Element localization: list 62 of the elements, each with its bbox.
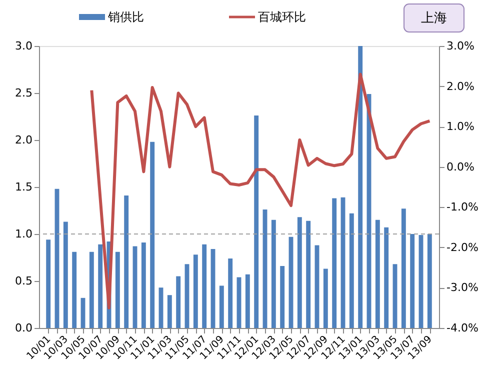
legend-label: 百城环比 bbox=[258, 10, 306, 24]
y-tick-label: 2.5 bbox=[15, 86, 32, 100]
bar bbox=[236, 277, 242, 328]
bar bbox=[254, 116, 259, 328]
bar bbox=[54, 188, 60, 328]
bar bbox=[306, 220, 311, 328]
bar bbox=[158, 288, 164, 328]
bar bbox=[297, 217, 302, 328]
bar bbox=[392, 264, 398, 328]
bar bbox=[150, 142, 155, 328]
text: 上海 bbox=[421, 11, 447, 26]
y-tick-label: 1.5 bbox=[15, 180, 32, 194]
y-tick-label: 2.0 bbox=[15, 134, 32, 146]
bar bbox=[340, 197, 346, 328]
bar bbox=[167, 295, 172, 328]
bar bbox=[401, 208, 406, 328]
bar bbox=[349, 213, 354, 328]
y2-tick-label: 2.0% bbox=[446, 80, 474, 93]
bar bbox=[210, 249, 216, 328]
bar bbox=[115, 252, 120, 328]
bar bbox=[98, 244, 103, 328]
y2-tick-label: 1.0% bbox=[446, 120, 474, 134]
y2-tick-label: -4.0% bbox=[446, 322, 478, 334]
bar bbox=[427, 234, 432, 328]
y2-tick-label: -2.0% bbox=[446, 240, 478, 254]
bar bbox=[184, 264, 190, 328]
bar bbox=[262, 210, 268, 328]
bar bbox=[323, 268, 328, 328]
y-tick-label: 1.0 bbox=[15, 228, 32, 240]
bar bbox=[124, 195, 129, 328]
bar bbox=[271, 220, 276, 328]
bar bbox=[63, 222, 68, 328]
bar bbox=[176, 276, 181, 328]
bar bbox=[384, 227, 389, 328]
bar bbox=[245, 274, 250, 328]
bar bbox=[410, 234, 415, 328]
bar bbox=[418, 234, 424, 328]
bar bbox=[375, 220, 380, 328]
y2-tick-label: 0.0% bbox=[446, 160, 474, 174]
bar bbox=[358, 46, 363, 328]
y-tick-label: 0.5 bbox=[15, 274, 32, 288]
bar bbox=[219, 286, 224, 328]
bar bbox=[314, 245, 320, 328]
bar bbox=[280, 266, 285, 328]
bar bbox=[132, 246, 138, 328]
bar bbox=[46, 240, 51, 328]
bar bbox=[332, 198, 337, 328]
y-tick-label: 0.0 bbox=[15, 322, 32, 334]
bar bbox=[193, 254, 198, 328]
bar bbox=[228, 258, 233, 328]
y-tick-label: 3.0 bbox=[15, 40, 32, 52]
bar bbox=[288, 236, 294, 328]
y2-tick-label: -3.0% bbox=[446, 281, 478, 294]
bar bbox=[89, 252, 94, 328]
bar bbox=[141, 242, 146, 328]
bar bbox=[72, 252, 77, 328]
line-series bbox=[90, 72, 432, 310]
y2-tick-label: 3.0% bbox=[446, 40, 474, 52]
bar bbox=[80, 298, 86, 328]
bar bbox=[202, 244, 207, 328]
legend-label: 销供比 bbox=[107, 10, 144, 24]
y2-tick-label: -1.0% bbox=[446, 200, 478, 214]
